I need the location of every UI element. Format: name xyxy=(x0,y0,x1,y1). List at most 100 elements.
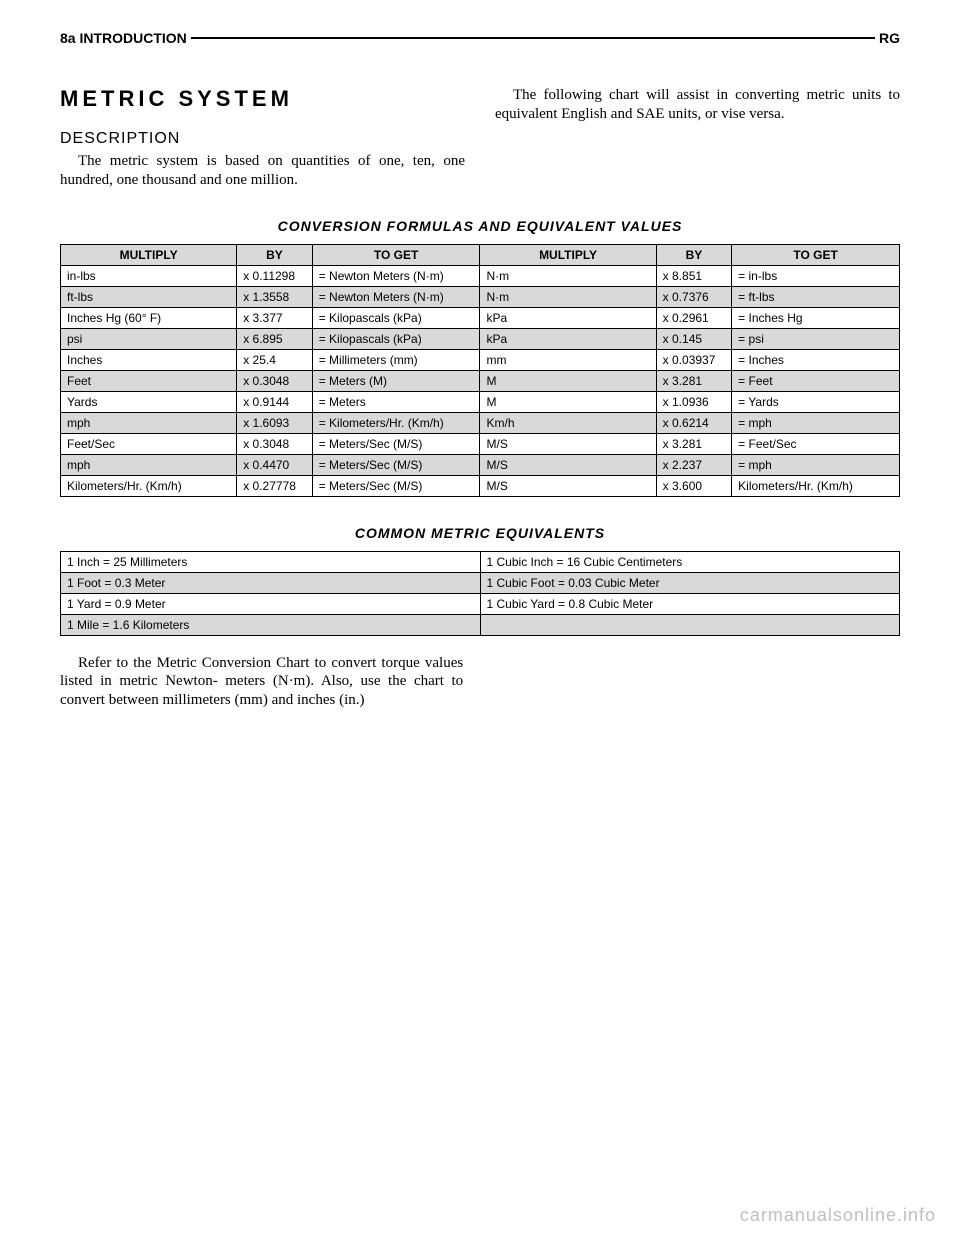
table-cell: x 8.851 xyxy=(656,265,732,286)
table-cell: kPa xyxy=(480,307,656,328)
header-right: RG xyxy=(879,30,900,46)
table-cell: = Meters/Sec (M/S) xyxy=(312,475,480,496)
header-left: 8a INTRODUCTION xyxy=(60,30,187,46)
section-name: INTRODUCTION xyxy=(79,30,186,46)
table-cell: x 0.3048 xyxy=(237,370,313,391)
table-cell: 1 Cubic Yard = 0.8 Cubic Meter xyxy=(480,593,900,614)
table-cell: 1 Yard = 0.9 Meter xyxy=(61,593,481,614)
table-cell: N·m xyxy=(480,265,656,286)
conversion-table-title: CONVERSION FORMULAS AND EQUIVALENT VALUE… xyxy=(60,218,900,234)
left-column: METRIC SYSTEM DESCRIPTION The metric sys… xyxy=(60,86,465,190)
table-cell: Inches Hg (60° F) xyxy=(61,307,237,328)
table-cell: x 0.6214 xyxy=(656,412,732,433)
table-cell: = Feet xyxy=(732,370,900,391)
table-cell: 1 Cubic Inch = 16 Cubic Centimeters xyxy=(480,551,900,572)
table-cell: x 0.27778 xyxy=(237,475,313,496)
table-row: Inchesx 25.4= Millimeters (mm)mmx 0.0393… xyxy=(61,349,900,370)
table-cell: N·m xyxy=(480,286,656,307)
table-row: Inches Hg (60° F)x 3.377= Kilopascals (k… xyxy=(61,307,900,328)
table-cell: mm xyxy=(480,349,656,370)
table-cell: = in-lbs xyxy=(732,265,900,286)
table-row: 1 Mile = 1.6 Kilometers xyxy=(61,614,900,635)
table-cell: = Newton Meters (N·m) xyxy=(312,265,480,286)
table-row: ft-lbsx 1.3558= Newton Meters (N·m)N·mx … xyxy=(61,286,900,307)
equivalents-table-title: COMMON METRIC EQUIVALENTS xyxy=(60,525,900,541)
footer-note: Refer to the Metric Conversion Chart to … xyxy=(60,654,463,710)
table-cell: Inches xyxy=(61,349,237,370)
table-cell: M/S xyxy=(480,475,656,496)
table-row: mphx 1.6093= Kilometers/Hr. (Km/h)Km/hx … xyxy=(61,412,900,433)
table-row: in-lbsx 0.11298= Newton Meters (N·m)N·mx… xyxy=(61,265,900,286)
description-paragraph: The metric system is based on quantities… xyxy=(60,152,465,190)
table-cell: M xyxy=(480,391,656,412)
table-row: Feetx 0.3048= Meters (M)Mx 3.281= Feet xyxy=(61,370,900,391)
table-cell: M/S xyxy=(480,454,656,475)
table-cell: x 0.7376 xyxy=(656,286,732,307)
col-header: MULTIPLY xyxy=(480,244,656,265)
table-cell: Yards xyxy=(61,391,237,412)
intro-paragraph-right: The following chart will assist in conve… xyxy=(495,86,900,124)
table-cell: x 0.145 xyxy=(656,328,732,349)
watermark: carmanualsonline.info xyxy=(740,1205,936,1226)
table-cell: x 3.281 xyxy=(656,370,732,391)
table-cell: Kilometers/Hr. (Km/h) xyxy=(732,475,900,496)
table-cell: x 1.0936 xyxy=(656,391,732,412)
table-row: psix 6.895= Kilopascals (kPa)kPax 0.145=… xyxy=(61,328,900,349)
table-cell: x 0.11298 xyxy=(237,265,313,286)
table-cell: = Millimeters (mm) xyxy=(312,349,480,370)
table-cell: 1 Foot = 0.3 Meter xyxy=(61,572,481,593)
header-rule xyxy=(191,37,875,39)
table-cell: = mph xyxy=(732,412,900,433)
table-row: mphx 0.4470= Meters/Sec (M/S)M/Sx 2.237=… xyxy=(61,454,900,475)
table-cell: x 0.2961 xyxy=(656,307,732,328)
table-cell: = Kilometers/Hr. (Km/h) xyxy=(312,412,480,433)
table-cell: = Meters/Sec (M/S) xyxy=(312,433,480,454)
table-cell: x 3.377 xyxy=(237,307,313,328)
table-cell: = Inches xyxy=(732,349,900,370)
table-cell: x 1.6093 xyxy=(237,412,313,433)
table-cell xyxy=(480,614,900,635)
table-cell: kPa xyxy=(480,328,656,349)
table-row: Kilometers/Hr. (Km/h)x 0.27778= Meters/S… xyxy=(61,475,900,496)
table-cell: x 0.9144 xyxy=(237,391,313,412)
table-cell: x 6.895 xyxy=(237,328,313,349)
table-cell: = Inches Hg xyxy=(732,307,900,328)
table-cell: = psi xyxy=(732,328,900,349)
two-column-intro: METRIC SYSTEM DESCRIPTION The metric sys… xyxy=(60,86,900,190)
table-header-row: MULTIPLY BY TO GET MULTIPLY BY TO GET xyxy=(61,244,900,265)
table-cell: in-lbs xyxy=(61,265,237,286)
table-cell: = Yards xyxy=(732,391,900,412)
col-header: TO GET xyxy=(312,244,480,265)
table-cell: x 0.4470 xyxy=(237,454,313,475)
page-title: METRIC SYSTEM xyxy=(60,86,465,112)
col-header: BY xyxy=(656,244,732,265)
table-cell: 1 Inch = 25 Millimeters xyxy=(61,551,481,572)
col-header: BY xyxy=(237,244,313,265)
col-header: TO GET xyxy=(732,244,900,265)
page-header: 8a INTRODUCTION RG xyxy=(60,30,900,46)
table-cell: mph xyxy=(61,454,237,475)
table-cell: x 3.600 xyxy=(656,475,732,496)
table-row: 1 Foot = 0.3 Meter1 Cubic Foot = 0.03 Cu… xyxy=(61,572,900,593)
table-cell: = ft-lbs xyxy=(732,286,900,307)
table-row: Feet/Secx 0.3048= Meters/Sec (M/S)M/Sx 3… xyxy=(61,433,900,454)
table-cell: = Meters xyxy=(312,391,480,412)
right-column: The following chart will assist in conve… xyxy=(495,86,900,190)
table-cell: x 25.4 xyxy=(237,349,313,370)
table-cell: x 3.281 xyxy=(656,433,732,454)
description-heading: DESCRIPTION xyxy=(60,130,465,148)
table-cell: ft-lbs xyxy=(61,286,237,307)
table-row: 1 Yard = 0.9 Meter1 Cubic Yard = 0.8 Cub… xyxy=(61,593,900,614)
table-cell: = mph xyxy=(732,454,900,475)
table-row: 1 Inch = 25 Millimeters1 Cubic Inch = 16… xyxy=(61,551,900,572)
col-header: MULTIPLY xyxy=(61,244,237,265)
table-cell: M xyxy=(480,370,656,391)
table-cell: Kilometers/Hr. (Km/h) xyxy=(61,475,237,496)
table-cell: Feet xyxy=(61,370,237,391)
table-cell: Km/h xyxy=(480,412,656,433)
table-cell: = Kilopascals (kPa) xyxy=(312,328,480,349)
table-cell: = Newton Meters (N·m) xyxy=(312,286,480,307)
table-cell: = Meters (M) xyxy=(312,370,480,391)
table-cell: M/S xyxy=(480,433,656,454)
table-cell: = Feet/Sec xyxy=(732,433,900,454)
